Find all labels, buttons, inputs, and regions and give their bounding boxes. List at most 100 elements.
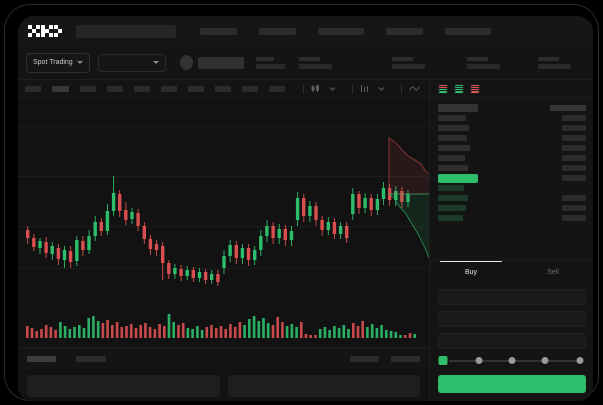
- market-stat-5: [538, 56, 571, 69]
- indicator-icon[interactable]: [360, 84, 369, 93]
- orders-action-2[interactable]: [391, 355, 420, 362]
- orders-panel-left[interactable]: [27, 375, 220, 397]
- chevron-down-icon: [152, 61, 159, 64]
- device-bezel: Spot Trading: [4, 4, 599, 401]
- toolbar-divider: [352, 83, 353, 94]
- chevron-down-icon[interactable]: [378, 85, 385, 92]
- nav-item-2[interactable]: [259, 27, 296, 35]
- orderbook-bid-row[interactable]: [438, 213, 586, 223]
- order-entry-form: [430, 283, 593, 367]
- orderbook-view-toggles: [430, 80, 593, 98]
- stat-label: [538, 56, 559, 61]
- slider-stop-50[interactable]: [508, 357, 516, 364]
- market-stat-2: [299, 56, 332, 69]
- chart-gridline: [18, 126, 429, 127]
- orderbook-ask-row[interactable]: [438, 113, 586, 123]
- orderbook-ask-row[interactable]: [438, 133, 586, 143]
- orderbook-header-row: [438, 103, 586, 113]
- stat-value: [392, 63, 425, 69]
- timeframe-7[interactable]: [188, 85, 204, 92]
- stat-value: [256, 63, 285, 69]
- nav-items: [200, 27, 491, 35]
- orders-panel-right[interactable]: [227, 375, 420, 397]
- stat-label: [392, 56, 413, 61]
- slider-stop-75[interactable]: [541, 357, 549, 364]
- top-navigation-bar: [18, 16, 593, 46]
- trading-pair-select[interactable]: [97, 53, 166, 72]
- volume-histogram: [26, 314, 416, 338]
- app-screen: Spot Trading: [18, 16, 593, 401]
- timeframe-4[interactable]: [107, 85, 123, 92]
- toolbar-divider: [401, 83, 402, 94]
- stat-label: [299, 56, 320, 61]
- order-total-field[interactable]: [438, 333, 586, 349]
- okx-logo-icon[interactable]: [28, 25, 62, 37]
- timeframe-10[interactable]: [269, 85, 285, 92]
- chevron-down-icon[interactable]: [329, 85, 336, 92]
- stat-value: [299, 63, 332, 69]
- order-side-tabs: Buy Sell: [430, 260, 593, 283]
- orderbook-ask-row[interactable]: [438, 163, 586, 173]
- slider-handle-0[interactable]: [438, 356, 448, 365]
- timeframe-6[interactable]: [161, 85, 177, 92]
- search-input[interactable]: [76, 24, 176, 38]
- chart-gridline: [18, 226, 429, 227]
- orderbook-bid-row[interactable]: [438, 193, 586, 203]
- market-info-bar: Spot Trading: [18, 46, 593, 80]
- order-amount-field[interactable]: [438, 311, 586, 327]
- trading-mode-selector[interactable]: Spot Trading: [26, 52, 90, 73]
- chevron-down-icon: [76, 61, 83, 64]
- nav-item-3[interactable]: [318, 27, 364, 35]
- timeframe-8[interactable]: [215, 85, 231, 92]
- orderbook-bid-row[interactable]: [438, 203, 586, 213]
- market-stat-1: [256, 56, 285, 69]
- stat-label: [256, 56, 274, 61]
- timeframe-5[interactable]: [134, 85, 150, 92]
- timeframe-3[interactable]: [80, 85, 96, 92]
- orders-content: [18, 369, 429, 401]
- tab-order-history[interactable]: [76, 355, 106, 362]
- candle-type-icon[interactable]: [311, 84, 320, 93]
- tab-buy-label: Buy: [464, 268, 478, 276]
- orderbook-bid-row[interactable]: [438, 183, 586, 193]
- orderbook-both-icon[interactable]: [438, 83, 448, 94]
- timeframe-9[interactable]: [242, 85, 258, 92]
- tab-sell-label: Sell: [547, 268, 559, 276]
- orderbook-panel: Buy Sell: [429, 80, 593, 401]
- orders-tabbar: [18, 347, 429, 369]
- order-price-field[interactable]: [438, 289, 586, 305]
- orderbook-ask-row[interactable]: [438, 123, 586, 133]
- tab-open-orders[interactable]: [27, 355, 56, 362]
- nav-item-5[interactable]: [445, 27, 491, 35]
- orders-action-1[interactable]: [350, 355, 379, 362]
- timeframe-2[interactable]: [52, 85, 69, 92]
- market-stat-4: [467, 56, 500, 69]
- stat-value: [538, 63, 571, 69]
- timeframe-1[interactable]: [25, 85, 41, 92]
- slider-stop-25[interactable]: [475, 357, 483, 364]
- market-stat-3: [392, 56, 425, 69]
- chart-gridline: [18, 176, 429, 177]
- price-chart[interactable]: [18, 98, 429, 347]
- orderbook-bids-icon[interactable]: [454, 83, 464, 94]
- submit-buy-button[interactable]: [438, 375, 586, 393]
- toolbar-divider: [303, 83, 304, 94]
- tab-sell[interactable]: Sell: [512, 269, 593, 276]
- nav-item-1[interactable]: [200, 27, 237, 35]
- chart-gridline: [18, 268, 429, 269]
- stat-label: [467, 56, 488, 61]
- nav-item-4[interactable]: [386, 27, 423, 35]
- candlestick-series: [26, 176, 410, 286]
- order-amount-slider[interactable]: [438, 355, 584, 367]
- wave-line-icon[interactable]: [409, 84, 420, 93]
- pair-coin-avatar: [179, 55, 194, 70]
- orderbook-ask-row[interactable]: [438, 153, 586, 163]
- pair-name-label: [198, 56, 244, 69]
- orderbook-asks-icon[interactable]: [470, 83, 480, 94]
- orderbook-rows[interactable]: [430, 98, 593, 260]
- tab-buy[interactable]: Buy: [430, 260, 512, 276]
- orderbook-ask-row[interactable]: [438, 143, 586, 153]
- slider-stop-100[interactable]: [576, 357, 584, 364]
- stat-value: [467, 63, 500, 69]
